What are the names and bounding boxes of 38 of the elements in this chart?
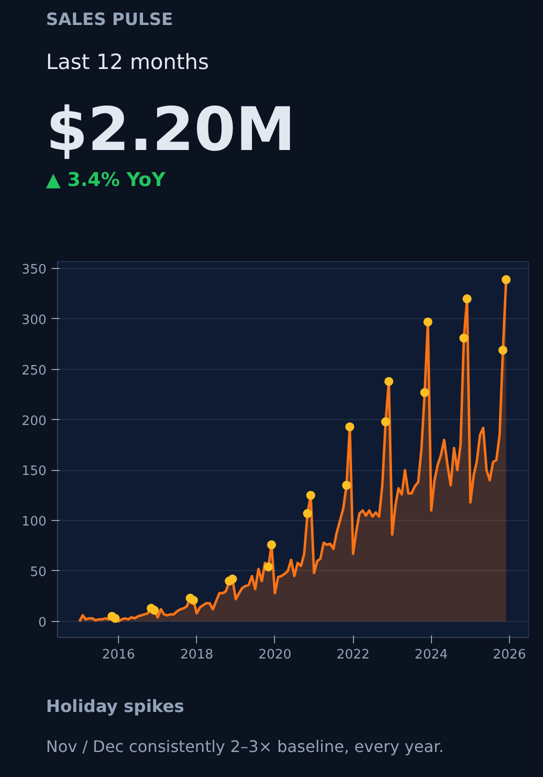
x-tick-label: 2022 [336,648,370,662]
x-tick-label: 2018 [180,648,214,662]
text: $2.20M [46,95,296,165]
point [303,509,312,518]
point [420,388,430,398]
y-tick-label: 250 [22,363,47,378]
x-tick-label: 2016 [102,648,136,662]
y-tick-label: 300 [22,312,47,328]
chart-title: SALES PULSE [46,9,173,32]
point [498,346,508,355]
x-tick-label: 2024 [414,648,448,662]
point [267,540,276,550]
x-tick-label: 2020 [258,648,292,662]
point [188,596,198,605]
point [502,275,511,284]
y-tick-label: 350 [22,262,47,278]
text: Holiday spikes [46,696,184,719]
point [110,614,120,623]
y-tick-label: 0 [38,615,47,630]
y-tick-label: 100 [22,514,47,530]
point [384,376,394,386]
point [462,294,472,304]
point [459,334,468,343]
y-tick-label: 200 [22,414,47,429]
x-tick-label: 2026 [492,648,526,662]
point [342,480,352,490]
chart-subtitle: Last 12 months [46,49,209,76]
point [381,417,390,426]
point [345,422,354,432]
text: ▲ 3.4% YoY [46,168,166,193]
point [228,574,237,584]
y-tick-label: 50 [30,564,47,580]
point [264,562,273,572]
point [423,317,432,326]
text: Nov / Dec consistently 2–3× baseline, every year. [46,736,444,758]
point [150,606,159,615]
y-tick-label: 150 [22,464,47,480]
point [306,490,316,500]
